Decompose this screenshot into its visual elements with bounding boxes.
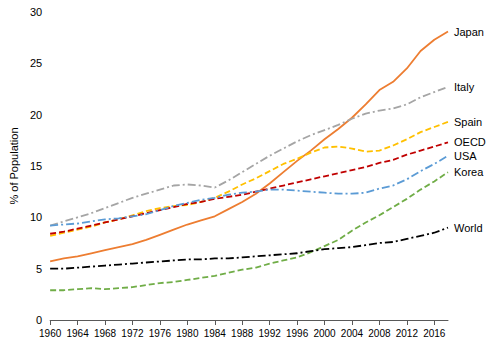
svg-text:1996: 1996 — [286, 328, 309, 339]
svg-text:Spain: Spain — [454, 116, 482, 128]
svg-text:1964: 1964 — [66, 328, 89, 339]
svg-text:30: 30 — [30, 6, 42, 18]
svg-text:2016: 2016 — [423, 328, 446, 339]
svg-text:2000: 2000 — [313, 328, 336, 339]
svg-text:1968: 1968 — [94, 328, 117, 339]
svg-text:Korea: Korea — [454, 166, 484, 178]
svg-text:1960: 1960 — [39, 328, 62, 339]
svg-text:Italy: Italy — [454, 81, 475, 93]
svg-text:1988: 1988 — [231, 328, 254, 339]
svg-text:2012: 2012 — [396, 328, 419, 339]
svg-text:1984: 1984 — [204, 328, 227, 339]
svg-text:% of Population: % of Population — [8, 127, 20, 204]
svg-text:25: 25 — [30, 57, 42, 69]
svg-text:World: World — [454, 222, 483, 234]
svg-text:2004: 2004 — [341, 328, 364, 339]
svg-text:1992: 1992 — [259, 328, 282, 339]
svg-text:1980: 1980 — [176, 328, 199, 339]
svg-text:2008: 2008 — [368, 328, 391, 339]
svg-text:20: 20 — [30, 109, 42, 121]
svg-text:USA: USA — [454, 150, 477, 162]
svg-text:10: 10 — [30, 211, 42, 223]
svg-text:Japan: Japan — [454, 26, 484, 38]
svg-text:OECD: OECD — [454, 136, 486, 148]
svg-text:0: 0 — [36, 314, 42, 326]
svg-text:1972: 1972 — [121, 328, 144, 339]
svg-text:1976: 1976 — [149, 328, 172, 339]
svg-text:15: 15 — [30, 160, 42, 172]
svg-text:5: 5 — [36, 263, 42, 275]
